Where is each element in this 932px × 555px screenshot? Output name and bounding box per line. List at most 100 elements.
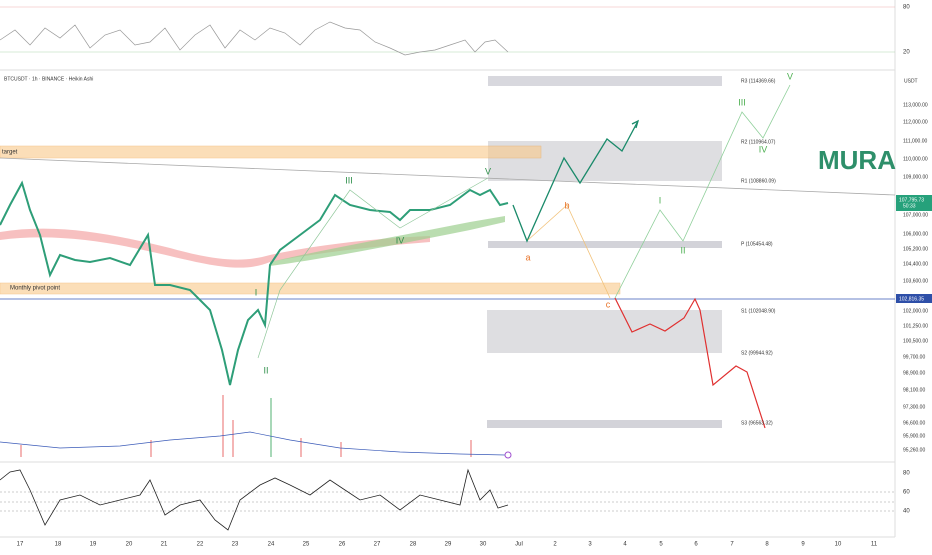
time-axis-label: 26	[339, 542, 346, 548]
volume-bar	[340, 442, 342, 457]
time-axis-label: 9	[801, 542, 805, 548]
time-axis-label: 3	[588, 542, 592, 548]
wave-label: III	[738, 97, 746, 107]
last-price-tag	[896, 195, 932, 211]
time-axis-label: 22	[197, 542, 204, 548]
price-axis-label: 100,500.00	[903, 338, 928, 344]
volume-bars	[20, 395, 472, 457]
level-label: R2 (110964.07)	[741, 139, 776, 145]
price-axis-label: 105,200.00	[903, 246, 928, 252]
level-label: S2 (99944.92)	[741, 350, 773, 356]
projection	[614, 84, 791, 299]
countdown: 50:33	[903, 203, 916, 209]
line-price-tag	[896, 294, 932, 303]
projection	[512, 120, 639, 243]
pivot-zone	[0, 282, 621, 295]
wave-label: b	[564, 200, 569, 210]
wave-label: IV	[396, 235, 405, 245]
price-axis-label: 107,000.00	[903, 212, 928, 218]
target-zone	[0, 145, 542, 159]
price-axis-label: 101,250.00	[903, 323, 928, 329]
time-axis-label: 20	[126, 542, 133, 548]
currency: USDT	[904, 78, 918, 84]
volume-bar	[150, 440, 152, 457]
wave-label: V	[787, 71, 793, 81]
volume-bar	[20, 445, 22, 457]
level-zone	[488, 241, 722, 248]
price-axis-label: 98,900.00	[903, 370, 925, 376]
wave-label: V	[485, 166, 491, 176]
oscillator-line	[0, 21, 509, 56]
volume-bar	[300, 438, 302, 457]
level-label: R1 (108860.09)	[741, 178, 776, 184]
symbol-header: BTCUSDT · 1h · BINANCE · Heikin Ashi	[4, 76, 93, 82]
volume-ma	[0, 431, 506, 456]
level-label: S1 (102048.90)	[741, 308, 776, 314]
level-label: P (105454.48)	[741, 241, 773, 247]
arrow-head	[631, 119, 640, 129]
time-axis-label: 17	[17, 542, 24, 548]
volume-bar	[222, 395, 224, 457]
price-axis-label: 97,300.00	[903, 404, 925, 410]
price-axis-label: 96,600.00	[903, 420, 925, 426]
price-axis-label: 95,900.00	[903, 433, 925, 439]
time-axis-label: 19	[90, 542, 97, 548]
projection	[614, 297, 766, 429]
rsi-axis-label: 80	[903, 471, 910, 477]
price-axis-label: 99,700.00	[903, 354, 925, 360]
time-axis-label: 2	[553, 542, 557, 548]
line-price: 102,816.35	[899, 296, 924, 302]
trend-line	[0, 157, 896, 196]
price-axis-label: 109,000.00	[903, 174, 928, 180]
time-axis-label: 8	[765, 542, 769, 548]
price-axis-label: 111,000.00	[903, 138, 928, 144]
time-axis-label: 24	[268, 542, 275, 548]
level-label: R3 (114369.66)	[741, 78, 776, 84]
level-zone	[488, 76, 722, 86]
wave-label: II	[680, 245, 685, 255]
price-path	[0, 180, 509, 386]
top-axis-label: 20	[903, 50, 910, 56]
projection	[527, 204, 611, 299]
zone-label: target	[2, 150, 18, 156]
time-axis-label: 28	[410, 542, 417, 548]
level-zone	[487, 310, 722, 353]
indicator-icon[interactable]	[504, 451, 512, 459]
last-price: 107,795.73	[899, 197, 924, 203]
wave-label: III	[345, 175, 353, 185]
wave-label: c	[606, 299, 611, 309]
wave-label: I	[255, 287, 258, 297]
price-axis-label: 112,000.00	[903, 119, 928, 125]
time-axis-label: 18	[55, 542, 62, 548]
time-axis-label: 6	[694, 542, 698, 548]
time-axis-label: 30	[480, 542, 487, 548]
price-axis-label: 95,260.00	[903, 447, 925, 453]
time-axis-label: Jul	[515, 542, 523, 548]
zone-label: Monthly pivot point	[10, 286, 60, 292]
price-axis-label: 98,100.00	[903, 387, 925, 393]
volume-bar	[232, 420, 234, 457]
level-label: S3 (96563.32)	[741, 420, 773, 426]
price-axis-label: 104,400.00	[903, 261, 928, 267]
rsi-axis-label: 40	[903, 509, 910, 515]
volume-bar	[270, 398, 272, 457]
time-axis-label: 27	[374, 542, 381, 548]
time-axis-label: 25	[303, 542, 310, 548]
wave-label: I	[659, 195, 662, 205]
time-axis-label: 23	[232, 542, 239, 548]
time-axis-label: 21	[161, 542, 168, 548]
price-axis-label: 102,000.00	[903, 308, 928, 314]
time-axis-label: 11	[871, 542, 878, 548]
wave-label: IV	[759, 144, 768, 154]
wave-line	[257, 177, 489, 359]
top-axis-label: 80	[903, 5, 910, 11]
wave-label: a	[525, 252, 530, 262]
level-zone	[487, 420, 722, 428]
ma-band	[0, 228, 430, 268]
time-axis-label: 5	[659, 542, 663, 548]
time-axis-label: 10	[835, 542, 842, 548]
time-axis-label: 29	[445, 542, 452, 548]
price-axis-label: 113,000.00	[903, 102, 928, 108]
